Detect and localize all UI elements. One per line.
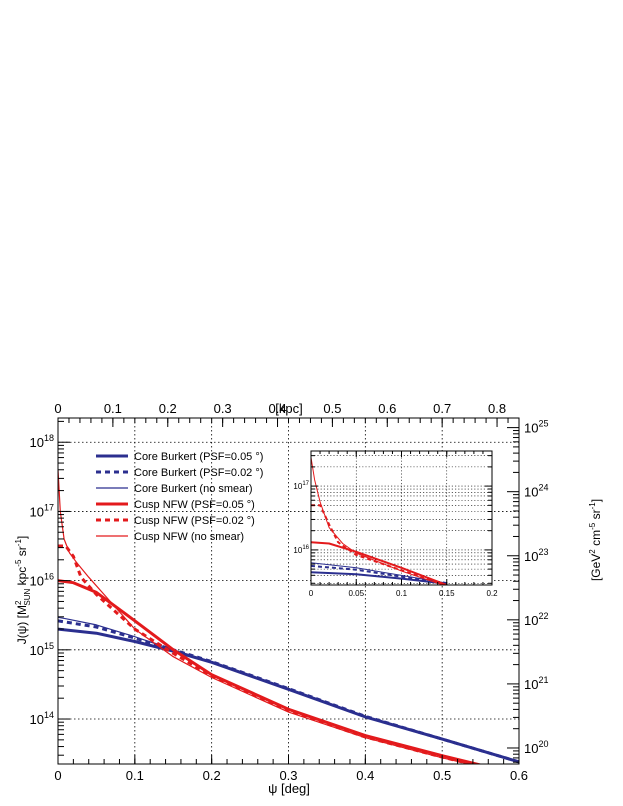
main-tick-labels: 0 0.1 0.2 0.3 0.4 0.5 0.6 0 0.1 0.2 0.3 0.4 0.5 0.6 0.… xyxy=(30,401,549,783)
x2-tick-label: 0.8 xyxy=(488,401,506,416)
y2-tick-label: 1020 xyxy=(524,739,548,756)
y-tick-label: 1016 xyxy=(30,572,54,589)
inset-x-tick-label: 0.1 xyxy=(396,589,408,598)
top-axis-label: [kpc] xyxy=(275,401,302,416)
main-ticks xyxy=(57,418,520,764)
x2-tick-label: 0.2 xyxy=(159,401,177,416)
series-line-4 xyxy=(58,544,477,764)
inset-chart: 0 0.05 0.1 0.15 0.2 1016 1017 xyxy=(293,450,498,598)
inset-series-line-1 xyxy=(311,564,447,585)
y-tick-label: 1017 xyxy=(30,502,54,519)
inset-series xyxy=(311,457,448,585)
series-line-2 xyxy=(58,616,519,763)
x2-tick-label: 0.7 xyxy=(433,401,451,416)
inset-series-line-2 xyxy=(311,562,447,584)
inset-series-line-5 xyxy=(311,457,445,585)
inset-x-tick-label: 0 xyxy=(309,589,314,598)
x-tick-label: 0 xyxy=(54,768,61,783)
y2-tick-label: 1024 xyxy=(524,483,548,500)
x-tick-label: 0.4 xyxy=(356,768,374,783)
inset-y-tick-label: 1016 xyxy=(293,545,309,555)
x-axis-label: ψ [deg] xyxy=(268,781,310,796)
inset-grid xyxy=(311,451,492,585)
x-tick-label: 0.1 xyxy=(126,768,144,783)
legend-label-4: Cusp NFW (PSF=0.02 °) xyxy=(134,515,255,527)
x-tick-label: 0.6 xyxy=(510,768,528,783)
y-tick-label: 1018 xyxy=(30,433,54,450)
y2-tick-label: 1022 xyxy=(524,611,548,628)
inset-x-tick-label: 0.05 xyxy=(348,589,364,598)
inset-ticks xyxy=(310,451,493,585)
y-tick-label: 1014 xyxy=(30,710,54,727)
y2-tick-label: 1021 xyxy=(524,675,548,692)
series-line-5 xyxy=(58,469,472,764)
x-tick-label: 0.3 xyxy=(279,768,297,783)
legend-label-1: Core Burkert (PSF=0.02 °) xyxy=(134,467,263,479)
x-tick-label: 0.5 xyxy=(433,768,451,783)
inset-series-line-0 xyxy=(311,571,447,585)
legend: Core Burkert (PSF=0.05 °) Core Burkert (P… xyxy=(96,451,263,543)
y-axis-label: J(ψ) [M2SUN kpc-5 sr-1] xyxy=(14,536,32,645)
x-tick-label: 0.2 xyxy=(203,768,221,783)
x2-tick-label: 0 xyxy=(54,401,61,416)
x2-tick-label: 0.1 xyxy=(104,401,122,416)
legend-label-2: Core Burkert (no smear) xyxy=(134,483,253,495)
y2-tick-label: 1025 xyxy=(524,419,548,436)
x2-tick-label: 0.4 xyxy=(268,401,286,416)
y2-axis-label: [GeV2 cm-5 sr-1] xyxy=(588,499,603,581)
y2-tick-label: 1023 xyxy=(524,547,548,564)
x2-tick-label: 0.6 xyxy=(378,401,396,416)
x2-tick-label: 0.5 xyxy=(323,401,341,416)
inset-x-tick-label: 0.2 xyxy=(486,589,498,598)
inset-tick-labels: 0 0.05 0.1 0.15 0.2 1016 1017 xyxy=(293,481,498,598)
x2-tick-label: 0.3 xyxy=(214,401,232,416)
y-tick-label: 1015 xyxy=(30,641,54,658)
main-series xyxy=(58,469,519,764)
inset-series-line-4 xyxy=(311,504,448,585)
legend-label-3: Cusp NFW (PSF=0.05 °) xyxy=(134,499,255,511)
inset-y-tick-label: 1017 xyxy=(293,481,309,491)
series-line-3 xyxy=(58,579,483,764)
inset-series-line-3 xyxy=(311,541,448,585)
legend-label-0: Core Burkert (PSF=0.05 °) xyxy=(134,451,263,463)
inset-x-tick-label: 0.15 xyxy=(439,589,455,598)
legend-label-5: Cusp NFW (no smear) xyxy=(134,531,244,543)
